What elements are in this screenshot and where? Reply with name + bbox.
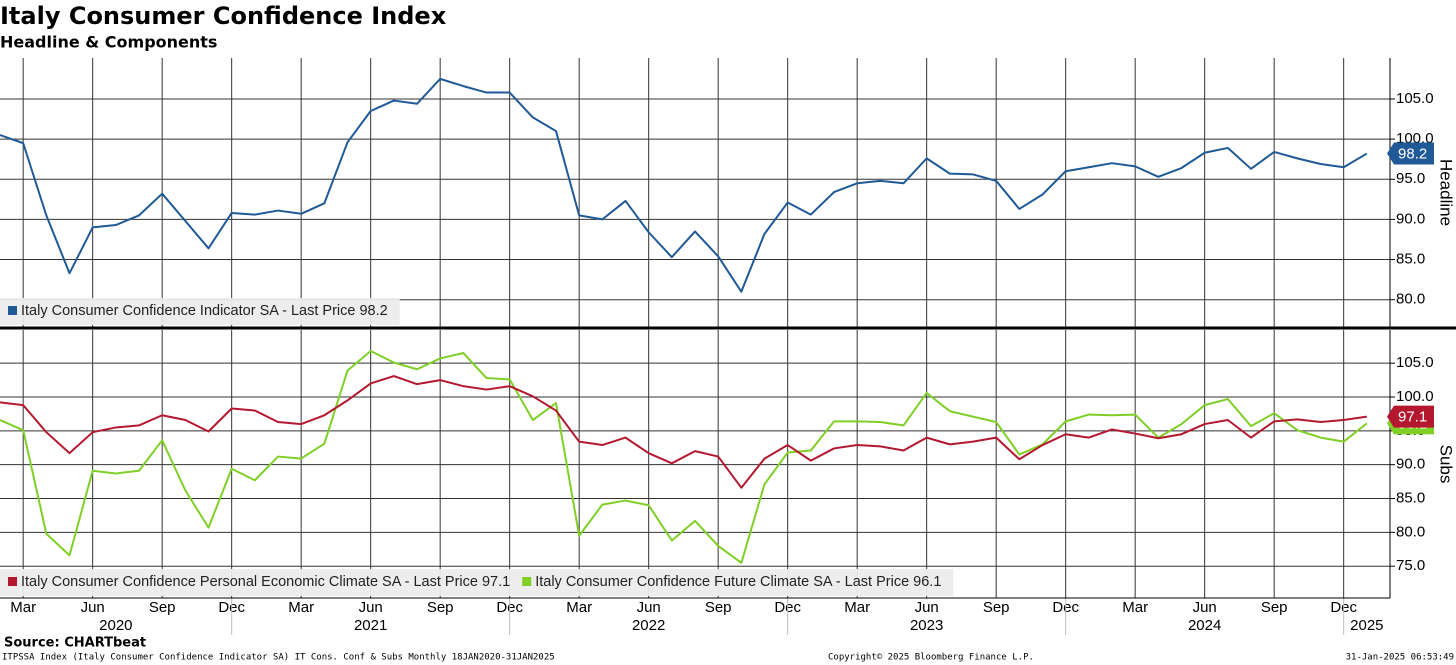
y-axis-label: Subs: [1437, 445, 1456, 484]
timestamp: 31-Jan-2025 06:53:49: [1346, 653, 1454, 663]
legend-background: [0, 569, 954, 596]
x-tick-label: Sep: [1261, 599, 1288, 616]
x-tick-label: Mar: [288, 599, 314, 616]
y-tick-label: 80.0: [1396, 291, 1425, 308]
footnote: ITPSSA Index (Italy Consumer Confidence …: [2, 653, 555, 663]
legend-label: Italy Consumer Confidence Indicator SA -…: [21, 303, 388, 319]
legend-label: Italy Consumer Confidence Personal Econo…: [21, 574, 510, 590]
y-tick-label: 75.0: [1396, 557, 1425, 574]
y-tick-label: 100.0: [1396, 388, 1434, 405]
last-price-label: 98.2: [1398, 146, 1427, 163]
year-label: 2022: [632, 617, 665, 634]
y-tick-label: 105.0: [1396, 354, 1434, 371]
copyright: Copyright© 2025 Bloomberg Finance L.P.: [828, 653, 1034, 663]
y-tick-label: 80.0: [1396, 523, 1425, 540]
y-tick-label: 85.0: [1396, 251, 1425, 268]
year-label: 2023: [910, 617, 943, 634]
y-tick-label: 85.0: [1396, 489, 1425, 506]
y-tick-label: 95.0: [1396, 170, 1425, 187]
x-tick-label: Jun: [637, 599, 661, 616]
year-label: 2025: [1350, 617, 1383, 634]
x-tick-label: Sep: [427, 599, 454, 616]
year-label: 2024: [1188, 617, 1221, 634]
legend-swatch: [8, 577, 17, 586]
x-tick-label: Mar: [10, 599, 36, 616]
legend-label: Italy Consumer Confidence Future Climate…: [535, 574, 941, 590]
y-tick-label: 105.0: [1396, 90, 1434, 107]
x-tick-label: Jun: [915, 599, 939, 616]
y-tick-label: 90.0: [1396, 210, 1425, 227]
x-tick-label: Mar: [566, 599, 592, 616]
x-tick-label: Sep: [983, 599, 1010, 616]
series-line: [0, 349, 1368, 564]
x-tick-label: Mar: [844, 599, 870, 616]
last-price-box: [1387, 142, 1434, 165]
legend-background: [0, 298, 400, 325]
x-tick-label: Sep: [705, 599, 732, 616]
x-tick-label: Jun: [81, 599, 105, 616]
y-tick-label: 90.0: [1396, 456, 1425, 473]
chart-title: Italy Consumer Confidence Index: [0, 2, 447, 30]
chart-subtitle: Headline & Components: [0, 33, 217, 52]
last-price-label: 97.1: [1398, 409, 1427, 426]
last-price-box: [1387, 405, 1434, 428]
last-price-tag: 97.1: [1387, 405, 1434, 428]
year-label: 2021: [354, 617, 387, 634]
year-label: 2020: [99, 617, 132, 634]
series-line: [0, 375, 1367, 489]
x-tick-label: Mar: [1122, 599, 1148, 616]
legend-swatch: [522, 577, 532, 586]
source: Source: CHARTbeat: [4, 636, 146, 651]
series-line: [0, 77, 1368, 293]
last-price-tag: 98.2: [1387, 142, 1434, 165]
x-tick-label: Sep: [149, 599, 176, 616]
x-tick-label: Jun: [359, 599, 383, 616]
x-tick-label: Jun: [1193, 599, 1217, 616]
y-axis-label: Headline: [1437, 159, 1456, 226]
legend-swatch: [8, 306, 17, 315]
